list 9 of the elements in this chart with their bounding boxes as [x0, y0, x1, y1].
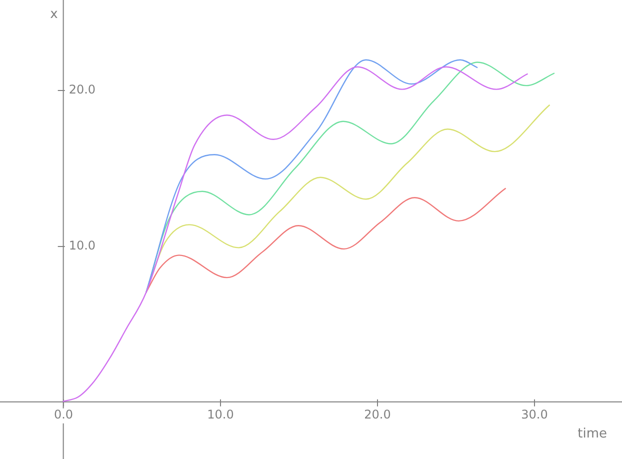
y-axis-title: x: [50, 6, 58, 22]
line-series: [145, 59, 478, 294]
x-axis-title: time: [578, 426, 607, 442]
x-tick-label: 0.0: [54, 408, 74, 422]
line-series: [62, 66, 528, 402]
x-tick-label: 10.0: [207, 408, 234, 422]
x-tick-label: 20.0: [364, 408, 391, 422]
x-tick-label: 30.0: [521, 408, 548, 422]
line-series: [145, 188, 506, 294]
